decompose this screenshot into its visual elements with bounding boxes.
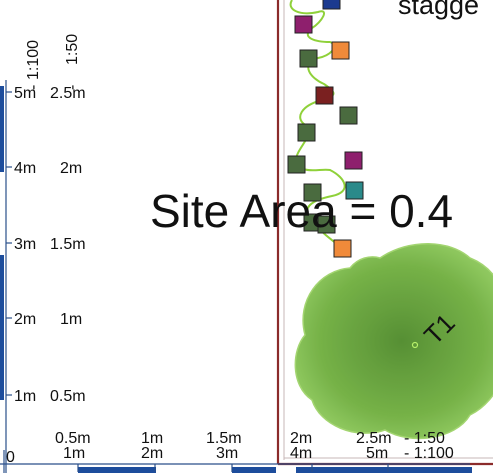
plant-square[interactable] <box>317 215 336 234</box>
bottom-tick-3-bottom: 3m <box>216 445 238 462</box>
origin-label: 0 <box>6 449 15 466</box>
plant-square[interactable] <box>315 86 334 105</box>
bottom-tick-5-top: 2.5m <box>356 430 392 447</box>
left-tick-4-b: 2m <box>60 160 82 177</box>
tree-center-marker <box>411 341 419 349</box>
left-scale-dash-2: - <box>64 85 81 90</box>
bottom-tick-2-top: 1m <box>141 430 163 447</box>
left-tick-2-a: 2m <box>14 311 36 328</box>
drawing-title: stagge <box>398 0 479 20</box>
bottom-tick-1-top: 0.5m <box>55 430 91 447</box>
plant-square[interactable] <box>345 181 364 200</box>
plant-square[interactable] <box>303 183 322 202</box>
left-tick-1-b: 0.5m <box>50 388 86 405</box>
bottom-tick-1-bottom: 1m <box>63 445 85 462</box>
bottom-scale-ruler: 0 0.5m 1m 1m 2m 1.5m 3m 2m 4m 2.5m 5m - … <box>0 430 472 473</box>
plant-square[interactable] <box>294 15 313 34</box>
bottom-scale-1-100: - 1:100 <box>404 445 454 462</box>
bottom-scale-1-50: - 1:50 <box>404 430 445 447</box>
left-tick-4-a: 4m <box>14 160 36 177</box>
bottom-tick-4-bottom: 4m <box>290 445 312 462</box>
bottom-tick-4-top: 2m <box>290 430 312 447</box>
left-scale-1-50: 1:50 <box>64 34 81 65</box>
plant-square[interactable] <box>339 106 358 125</box>
left-tick-3-a: 3m <box>14 236 36 253</box>
left-tick-5-b: 2.5m <box>50 85 86 102</box>
left-tick-2-b: 1m <box>60 311 82 328</box>
bottom-tick-3-top: 1.5m <box>206 430 242 447</box>
bottom-tick-5-bottom: 5m <box>366 445 388 462</box>
plant-square[interactable] <box>322 0 341 10</box>
bottom-tick-2-bottom: 2m <box>141 445 163 462</box>
tree-canopy[interactable] <box>294 243 493 440</box>
left-scale-dash-1: - <box>25 85 42 90</box>
left-scale-1-100: 1:100 <box>25 40 42 80</box>
left-tick-1-a: 1m <box>14 388 36 405</box>
site-area-label: Site Area = 0.4 <box>150 185 453 237</box>
plant-square[interactable] <box>297 123 316 142</box>
plant-square[interactable] <box>333 239 352 258</box>
plant-square[interactable] <box>299 49 318 68</box>
plant-square[interactable] <box>344 151 363 170</box>
left-tick-5-a: 5m <box>14 85 36 102</box>
left-scale-ruler: 1:100 1:50 - - 1m 0.5m 2m 1m 3m 1.5m 4m … <box>0 34 86 473</box>
plant-square[interactable] <box>287 155 306 174</box>
left-tick-3-b: 1.5m <box>50 236 86 253</box>
planting-schedule <box>287 0 364 258</box>
plant-square[interactable] <box>331 41 350 60</box>
